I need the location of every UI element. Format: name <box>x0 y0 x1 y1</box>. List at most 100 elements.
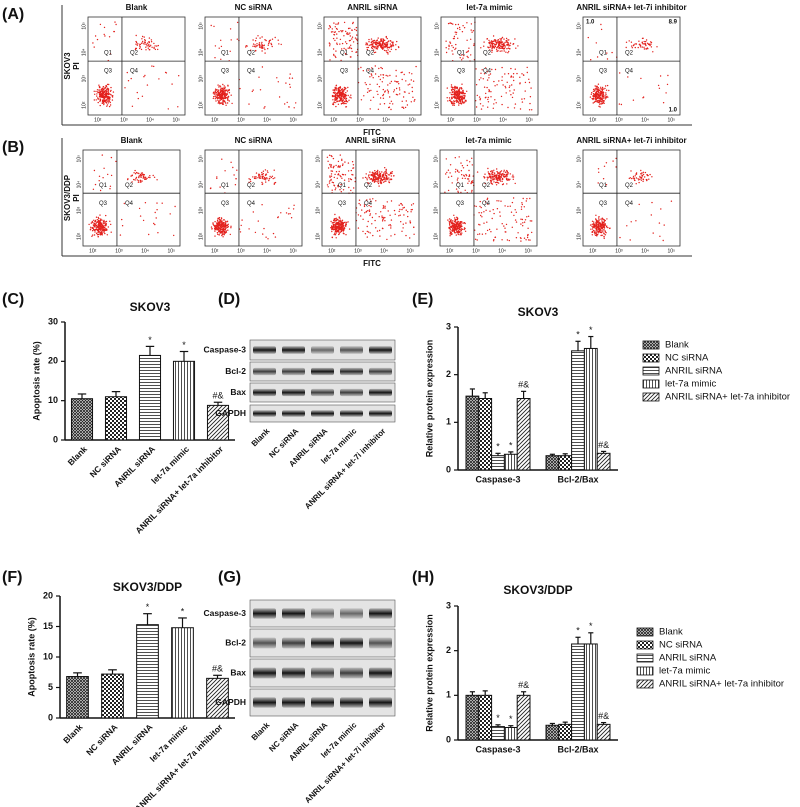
event-dot <box>213 224 215 226</box>
event-dot <box>591 97 593 100</box>
event-dot <box>481 216 483 218</box>
event-dot <box>107 226 110 228</box>
event-dot <box>598 98 601 100</box>
event-dot <box>509 42 512 44</box>
event-dot <box>600 229 602 231</box>
event-dot <box>528 78 530 81</box>
event-dot <box>453 37 455 40</box>
event-dot <box>603 229 605 231</box>
event-dot <box>380 39 382 42</box>
event-dot <box>343 86 346 89</box>
event-dot <box>460 95 462 97</box>
x-tick-label: 10² <box>589 248 597 254</box>
event-dot <box>505 177 508 179</box>
event-dot <box>450 222 453 224</box>
event-dot <box>451 50 453 52</box>
event-dot <box>214 92 216 94</box>
event-dot <box>503 50 505 52</box>
event-dot <box>650 46 653 48</box>
event-dot <box>394 80 396 82</box>
event-dot <box>105 85 108 88</box>
event-dot <box>113 30 115 33</box>
event-dot <box>452 53 454 55</box>
quadrant-label: Q2 <box>125 183 134 189</box>
event-dot <box>105 220 108 223</box>
event-dot <box>99 23 102 26</box>
event-dot <box>459 231 461 233</box>
event-dot <box>485 96 487 99</box>
event-dot <box>153 47 155 50</box>
event-dot <box>455 90 457 92</box>
event-dot <box>344 174 347 176</box>
event-dot <box>224 221 226 224</box>
legend-label: NC siRNA <box>665 353 709 364</box>
event-dot <box>383 177 386 179</box>
event-dot <box>605 93 607 96</box>
event-dot <box>373 176 375 178</box>
event-dot <box>405 222 407 224</box>
event-dot <box>447 219 449 221</box>
event-dot <box>135 41 138 44</box>
event-dot <box>499 38 501 40</box>
event-dot <box>494 236 496 239</box>
y-tick-label: 10⁵ <box>198 22 204 30</box>
event-dot <box>531 231 533 234</box>
event-dot <box>400 202 402 205</box>
event-dot <box>379 44 381 46</box>
event-dot <box>254 176 256 178</box>
event-dot <box>91 227 94 230</box>
event-dot <box>595 231 597 234</box>
event-dot <box>252 43 255 45</box>
event-dot <box>96 95 98 97</box>
event-dot <box>459 57 461 59</box>
event-dot <box>460 98 462 101</box>
event-dot <box>344 161 346 163</box>
event-dot <box>453 100 456 103</box>
blot-band <box>311 367 334 376</box>
event-dot <box>94 224 96 227</box>
event-dot <box>123 202 126 205</box>
event-dot <box>494 45 496 48</box>
event-dot <box>666 83 669 86</box>
quadrant-label: Q4 <box>625 201 634 207</box>
event-dot <box>134 169 136 172</box>
event-dot <box>336 177 338 179</box>
event-dot <box>145 49 147 51</box>
event-dot <box>665 92 667 94</box>
event-dot <box>227 97 229 100</box>
event-dot <box>447 176 450 178</box>
event-dot <box>393 91 395 93</box>
event-dot <box>109 93 111 95</box>
event-dot <box>493 172 496 174</box>
event-dot <box>371 223 373 225</box>
event-dot <box>147 176 150 178</box>
event-dot <box>627 76 629 78</box>
y-tick-label: 20 <box>43 590 53 600</box>
event-dot <box>101 102 103 104</box>
event-dot <box>339 100 341 102</box>
event-dot <box>365 210 368 213</box>
y-tick-label: 10² <box>317 101 323 109</box>
event-dot <box>102 222 104 225</box>
event-dot <box>485 92 487 95</box>
event-dot <box>221 92 223 94</box>
y-tick-label: 0 <box>48 712 53 722</box>
event-dot <box>511 226 513 228</box>
event-dot <box>140 48 143 51</box>
event-dot <box>341 158 343 160</box>
event-dot <box>219 94 221 96</box>
event-dot <box>336 229 338 231</box>
event-dot <box>261 36 263 38</box>
event-dot <box>412 203 415 205</box>
event-dot <box>138 45 141 47</box>
event-dot <box>369 232 371 234</box>
event-dot <box>596 231 598 233</box>
event-dot <box>146 43 148 45</box>
event-dot <box>254 44 256 46</box>
event-dot <box>642 178 645 181</box>
event-dot <box>488 47 490 49</box>
event-dot <box>385 177 387 179</box>
event-dot <box>339 223 342 226</box>
event-dot <box>140 176 142 178</box>
event-dot <box>270 176 273 179</box>
